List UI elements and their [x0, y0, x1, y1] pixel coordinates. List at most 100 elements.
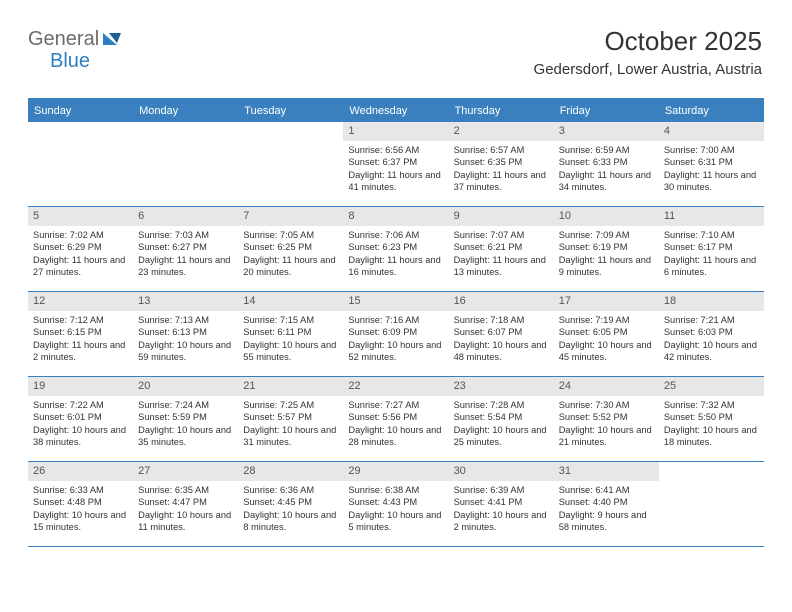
- daylight-text: Daylight: 10 hours and 48 minutes.: [454, 339, 549, 364]
- sunrise-text: Sunrise: 7:07 AM: [454, 229, 549, 242]
- day-number: 26: [28, 462, 133, 481]
- sunrise-text: Sunrise: 6:59 AM: [559, 144, 654, 157]
- day-number: 30: [449, 462, 554, 481]
- sunset-text: Sunset: 4:48 PM: [33, 496, 128, 509]
- sunset-text: Sunset: 6:01 PM: [33, 411, 128, 424]
- sunset-text: Sunset: 6:27 PM: [138, 241, 233, 254]
- sunset-text: Sunset: 6:17 PM: [664, 241, 759, 254]
- sunset-text: Sunset: 6:37 PM: [348, 156, 443, 169]
- weekday-header: Friday: [554, 100, 659, 122]
- day-cell: [133, 122, 238, 206]
- daylight-text: Daylight: 11 hours and 20 minutes.: [243, 254, 338, 279]
- sunrise-text: Sunrise: 7:12 AM: [33, 314, 128, 327]
- sunset-text: Sunset: 5:59 PM: [138, 411, 233, 424]
- day-cell: 26 Sunrise: 6:33 AMSunset: 4:48 PMDayligh…: [28, 462, 133, 546]
- day-cell: 13Sunrise: 7:13 AMSunset: 6:13 PMDayligh…: [133, 292, 238, 376]
- sunset-text: Sunset: 6:35 PM: [454, 156, 549, 169]
- day-cell: 1 Sunrise: 6:56 AMSunset: 6:37 PMDaylight…: [343, 122, 448, 206]
- day-number: 28: [238, 462, 343, 481]
- day-number: 15: [343, 292, 448, 311]
- day-cell: 14Sunrise: 7:15 AMSunset: 6:11 PMDayligh…: [238, 292, 343, 376]
- day-cell: 12Sunrise: 7:12 AMSunset: 6:15 PMDayligh…: [28, 292, 133, 376]
- sunset-text: Sunset: 6:09 PM: [348, 326, 443, 339]
- day-cell: 17Sunrise: 7:19 AMSunset: 6:05 PMDayligh…: [554, 292, 659, 376]
- sunset-text: Sunset: 5:57 PM: [243, 411, 338, 424]
- day-cell: [659, 462, 764, 546]
- week-row: 5Sunrise: 7:02 AMSunset: 6:29 PMDaylight…: [28, 207, 764, 292]
- sunrise-text: Sunrise: 7:09 AM: [559, 229, 654, 242]
- day-cell: [238, 122, 343, 206]
- day-cell: 6Sunrise: 7:03 AMSunset: 6:27 PMDaylight…: [133, 207, 238, 291]
- sunset-text: Sunset: 5:52 PM: [559, 411, 654, 424]
- header: October 2025 Gedersdorf, Lower Austria, …: [534, 26, 762, 78]
- sunrise-text: Sunrise: 7:22 AM: [33, 399, 128, 412]
- day-number: 2: [449, 122, 554, 141]
- weekday-header: Monday: [133, 100, 238, 122]
- daylight-text: Daylight: 11 hours and 9 minutes.: [559, 254, 654, 279]
- daylight-text: Daylight: 11 hours and 23 minutes.: [138, 254, 233, 279]
- month-title: October 2025: [534, 26, 762, 57]
- daylight-text: Daylight: 10 hours and 15 minutes.: [33, 509, 128, 534]
- sunset-text: Sunset: 6:13 PM: [138, 326, 233, 339]
- sunset-text: Sunset: 6:29 PM: [33, 241, 128, 254]
- sunset-text: Sunset: 5:50 PM: [664, 411, 759, 424]
- day-number: 16: [449, 292, 554, 311]
- day-number: 27: [133, 462, 238, 481]
- sunrise-text: Sunrise: 6:56 AM: [348, 144, 443, 157]
- sunrise-text: Sunrise: 6:33 AM: [33, 484, 128, 497]
- sunset-text: Sunset: 6:33 PM: [559, 156, 654, 169]
- daylight-text: Daylight: 11 hours and 27 minutes.: [33, 254, 128, 279]
- sunset-text: Sunset: 6:15 PM: [33, 326, 128, 339]
- daylight-text: Daylight: 10 hours and 55 minutes.: [243, 339, 338, 364]
- day-cell: 15Sunrise: 7:16 AMSunset: 6:09 PMDayligh…: [343, 292, 448, 376]
- sunrise-text: Sunrise: 6:38 AM: [348, 484, 443, 497]
- day-number: 19: [28, 377, 133, 396]
- day-cell: 24Sunrise: 7:30 AMSunset: 5:52 PMDayligh…: [554, 377, 659, 461]
- day-number: 22: [343, 377, 448, 396]
- logo-mark-icon: [103, 29, 123, 50]
- sunrise-text: Sunrise: 7:15 AM: [243, 314, 338, 327]
- daylight-text: Daylight: 9 hours and 58 minutes.: [559, 509, 654, 534]
- sunrise-text: Sunrise: 7:28 AM: [454, 399, 549, 412]
- daylight-text: Daylight: 11 hours and 16 minutes.: [348, 254, 443, 279]
- daylight-text: Daylight: 11 hours and 41 minutes.: [348, 169, 443, 194]
- sunset-text: Sunset: 6:05 PM: [559, 326, 654, 339]
- day-cell: 23Sunrise: 7:28 AMSunset: 5:54 PMDayligh…: [449, 377, 554, 461]
- day-cell: 3Sunrise: 6:59 AMSunset: 6:33 PMDaylight…: [554, 122, 659, 206]
- sunrise-text: Sunrise: 7:00 AM: [664, 144, 759, 157]
- day-number: 23: [449, 377, 554, 396]
- sunset-text: Sunset: 6:31 PM: [664, 156, 759, 169]
- sunset-text: Sunset: 6:19 PM: [559, 241, 654, 254]
- day-number: 4: [659, 122, 764, 141]
- day-number: 3: [554, 122, 659, 141]
- sunrise-text: Sunrise: 7:03 AM: [138, 229, 233, 242]
- day-cell: 22Sunrise: 7:27 AMSunset: 5:56 PMDayligh…: [343, 377, 448, 461]
- daylight-text: Daylight: 10 hours and 2 minutes.: [454, 509, 549, 534]
- day-number: 9: [449, 207, 554, 226]
- day-number: 31: [554, 462, 659, 481]
- daylight-text: Daylight: 10 hours and 52 minutes.: [348, 339, 443, 364]
- sunset-text: Sunset: 6:21 PM: [454, 241, 549, 254]
- daylight-text: Daylight: 10 hours and 5 minutes.: [348, 509, 443, 534]
- sunrise-text: Sunrise: 6:39 AM: [454, 484, 549, 497]
- daylight-text: Daylight: 10 hours and 42 minutes.: [664, 339, 759, 364]
- daylight-text: Daylight: 10 hours and 35 minutes.: [138, 424, 233, 449]
- day-number: 7: [238, 207, 343, 226]
- weekday-header-row: SundayMondayTuesdayWednesdayThursdayFrid…: [28, 100, 764, 122]
- sunset-text: Sunset: 6:07 PM: [454, 326, 549, 339]
- day-number: 1: [343, 122, 448, 141]
- sunrise-text: Sunrise: 7:13 AM: [138, 314, 233, 327]
- day-number: 21: [238, 377, 343, 396]
- daylight-text: Daylight: 10 hours and 38 minutes.: [33, 424, 128, 449]
- sunset-text: Sunset: 4:40 PM: [559, 496, 654, 509]
- sunrise-text: Sunrise: 7:24 AM: [138, 399, 233, 412]
- day-number: 20: [133, 377, 238, 396]
- sunrise-text: Sunrise: 6:57 AM: [454, 144, 549, 157]
- sunset-text: Sunset: 6:23 PM: [348, 241, 443, 254]
- daylight-text: Daylight: 10 hours and 45 minutes.: [559, 339, 654, 364]
- sunrise-text: Sunrise: 6:35 AM: [138, 484, 233, 497]
- daylight-text: Daylight: 10 hours and 11 minutes.: [138, 509, 233, 534]
- day-number: 13: [133, 292, 238, 311]
- day-cell: [28, 122, 133, 206]
- week-row: 19Sunrise: 7:22 AMSunset: 6:01 PMDayligh…: [28, 377, 764, 462]
